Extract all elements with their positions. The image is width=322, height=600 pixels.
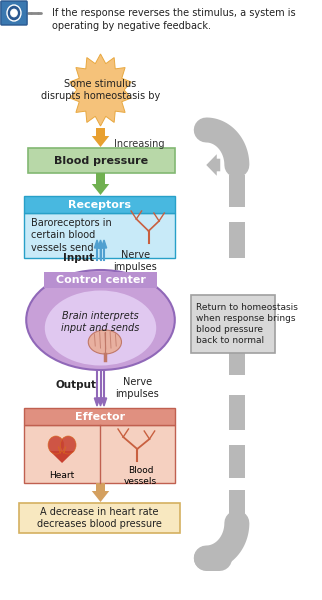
Polygon shape (50, 451, 74, 463)
Bar (229, 445, 245, 478)
Bar (96, 483, 105, 492)
Text: Effector: Effector (75, 412, 125, 421)
FancyBboxPatch shape (1, 1, 27, 25)
Text: Blood
vessels: Blood vessels (124, 466, 157, 486)
Bar (229, 175, 245, 207)
FancyBboxPatch shape (24, 425, 175, 483)
Bar (96, 128, 105, 137)
Text: Some stimulus
disrupts homeostasis by: Some stimulus disrupts homeostasis by (41, 79, 160, 101)
Text: Brain interprets
input and sends: Brain interprets input and sends (61, 311, 140, 333)
Ellipse shape (26, 270, 175, 370)
Ellipse shape (45, 290, 156, 365)
FancyArrow shape (92, 184, 109, 195)
FancyBboxPatch shape (24, 213, 175, 258)
Text: Nerve
impulses: Nerve impulses (115, 377, 159, 400)
FancyBboxPatch shape (24, 196, 175, 213)
FancyArrow shape (101, 398, 107, 406)
FancyArrow shape (98, 398, 103, 406)
Bar (96, 173, 105, 185)
FancyBboxPatch shape (24, 408, 175, 425)
Circle shape (60, 436, 76, 454)
Text: Receptors: Receptors (68, 199, 131, 209)
Bar (229, 222, 245, 258)
Circle shape (7, 5, 21, 21)
Text: Input: Input (63, 253, 94, 263)
Bar (229, 490, 245, 523)
Text: Increasing: Increasing (114, 139, 164, 149)
Circle shape (48, 436, 64, 454)
FancyArrow shape (94, 240, 99, 260)
Text: If the response reverses the stimulus, a system is
operating by negative feedbac: If the response reverses the stimulus, a… (52, 8, 296, 31)
FancyBboxPatch shape (28, 148, 175, 173)
FancyArrow shape (101, 240, 107, 260)
Bar (229, 340, 245, 375)
Text: Blood pressure: Blood pressure (54, 155, 148, 166)
Text: Baroreceptors in
certain blood
vessels send: Baroreceptors in certain blood vessels s… (32, 218, 112, 253)
FancyArrow shape (92, 136, 109, 147)
Text: A decrease in heart rate
decreases blood pressure: A decrease in heart rate decreases blood… (37, 507, 162, 529)
Bar (229, 395, 245, 430)
FancyBboxPatch shape (44, 272, 157, 288)
Text: Heart: Heart (50, 472, 75, 481)
Text: Nerve
impulses: Nerve impulses (114, 250, 157, 272)
Ellipse shape (88, 330, 121, 354)
FancyArrow shape (92, 491, 109, 502)
FancyArrow shape (94, 398, 99, 406)
FancyArrow shape (98, 240, 103, 260)
FancyBboxPatch shape (19, 503, 180, 533)
FancyBboxPatch shape (191, 295, 275, 353)
Text: Control center: Control center (56, 275, 146, 285)
Text: Return to homeostasis
when response brings
blood pressure
back to normal: Return to homeostasis when response brin… (196, 303, 298, 345)
FancyArrow shape (206, 154, 220, 176)
Circle shape (11, 9, 17, 17)
Polygon shape (70, 54, 131, 126)
Text: Output: Output (55, 380, 97, 390)
